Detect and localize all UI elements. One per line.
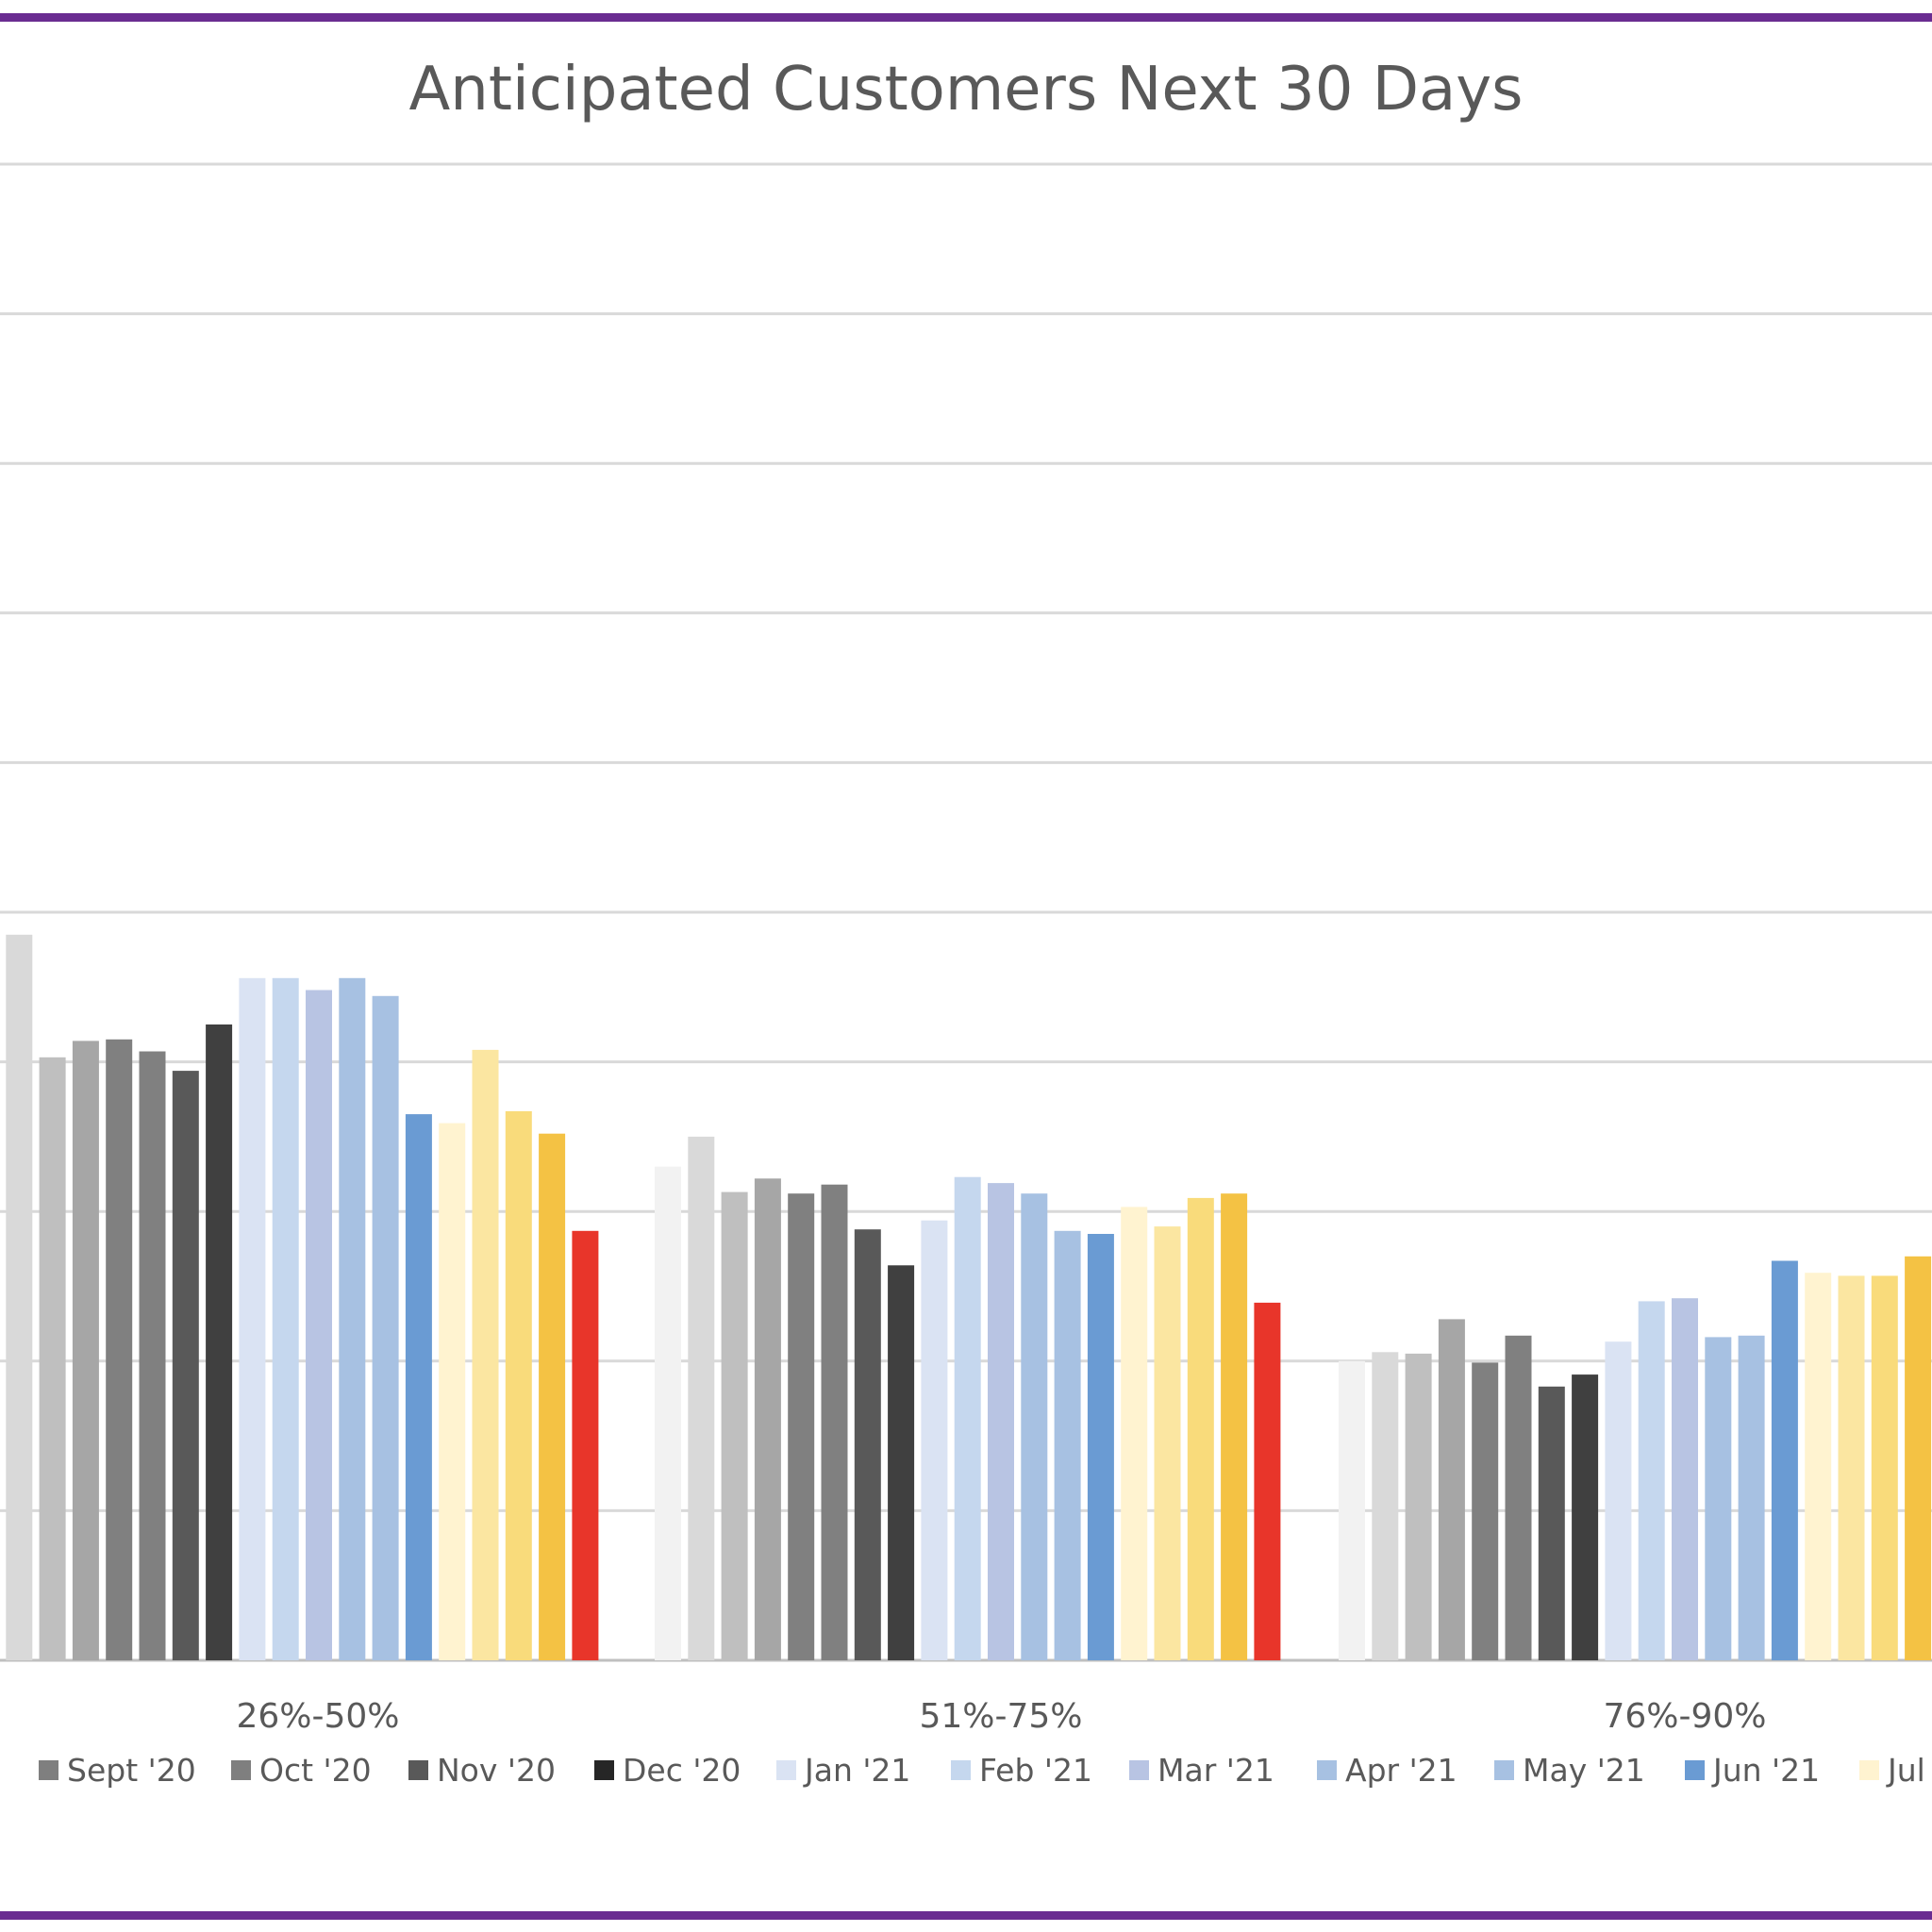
bar — [788, 1193, 815, 1660]
legend-swatch — [776, 1760, 796, 1780]
bar — [1838, 1275, 1865, 1660]
legend-label: Mar '21 — [1158, 1752, 1274, 1789]
bar — [921, 1220, 948, 1660]
bar — [1605, 1341, 1632, 1660]
legend-swatch — [594, 1760, 614, 1780]
bar — [1705, 1337, 1732, 1660]
bar — [1121, 1207, 1148, 1660]
bar — [1805, 1273, 1832, 1660]
legend-swatch — [408, 1760, 428, 1780]
bar — [1154, 1226, 1181, 1660]
bar — [1572, 1374, 1599, 1660]
bar — [1221, 1193, 1248, 1660]
bar — [1254, 1302, 1281, 1660]
bar — [106, 1039, 133, 1660]
bar — [72, 1041, 99, 1660]
bar — [1672, 1298, 1698, 1660]
bar — [139, 1051, 166, 1660]
bar — [439, 1123, 466, 1660]
legend-swatch — [1129, 1760, 1149, 1780]
category-labels: 26%-50% 51%-75% 76%-90% — [236, 1697, 1766, 1736]
legend-label: Feb '21 — [979, 1752, 1092, 1789]
bar — [688, 1136, 715, 1660]
legend-label: Jun '21 — [1711, 1752, 1820, 1789]
bar — [1638, 1301, 1665, 1660]
bar — [1021, 1193, 1048, 1660]
bar — [1372, 1352, 1399, 1660]
category-label: 76%-90% — [1603, 1697, 1766, 1736]
bar — [988, 1183, 1014, 1660]
bar — [272, 977, 299, 1660]
legend: Sept '20 Oct '20 Nov '20 Dec '20 Jan '21 Feb … — [39, 1752, 1925, 1789]
legend-label: Apr '21 — [1345, 1752, 1457, 1789]
legend-swatch — [39, 1760, 58, 1780]
bar — [1054, 1230, 1081, 1660]
legend-swatch — [1494, 1760, 1514, 1780]
bar — [754, 1178, 781, 1660]
bar — [472, 1049, 499, 1660]
bottom-border — [0, 1911, 1932, 1920]
bar — [1505, 1335, 1532, 1660]
legend-swatch — [1859, 1760, 1879, 1780]
bar — [954, 1176, 981, 1660]
bar — [1187, 1197, 1214, 1660]
bar — [1087, 1234, 1114, 1660]
bar — [505, 1110, 532, 1660]
bar — [1871, 1275, 1898, 1660]
bar — [1905, 1256, 1932, 1660]
bar — [39, 1057, 66, 1660]
bar — [239, 977, 266, 1660]
bar — [539, 1133, 566, 1660]
bar — [1538, 1386, 1565, 1660]
bar — [1472, 1362, 1499, 1660]
bar — [306, 990, 332, 1660]
legend-label: Jan '21 — [803, 1752, 910, 1789]
legend-label: Dec '20 — [623, 1752, 741, 1789]
category-label: 51%-75% — [919, 1697, 1082, 1736]
legend-label: Jul — [1886, 1752, 1925, 1789]
legend-label: Sept '20 — [67, 1752, 196, 1789]
bar — [1405, 1353, 1432, 1660]
legend-swatch — [231, 1760, 251, 1780]
bar — [655, 1166, 681, 1660]
bar — [172, 1071, 199, 1660]
bar — [721, 1191, 748, 1660]
bar — [888, 1265, 915, 1660]
bar — [6, 934, 33, 1660]
bar — [572, 1230, 599, 1660]
bar — [372, 995, 399, 1660]
bar — [1771, 1260, 1798, 1660]
bars — [6, 934, 1932, 1660]
top-border — [0, 13, 1932, 22]
bar — [821, 1184, 848, 1660]
bar — [405, 1114, 432, 1660]
chart-title: Anticipated Customers Next 30 Days — [408, 55, 1524, 125]
legend-label: Oct '20 — [259, 1752, 372, 1789]
legend-label: Nov '20 — [437, 1752, 556, 1789]
legend-swatch — [951, 1760, 971, 1780]
legend-label: May '21 — [1523, 1752, 1645, 1789]
bar — [1339, 1360, 1365, 1660]
legend-swatch — [1317, 1760, 1337, 1780]
bar — [339, 977, 366, 1660]
legend-swatch — [1685, 1760, 1705, 1780]
bar — [854, 1229, 881, 1660]
bar — [1738, 1335, 1765, 1660]
category-label: 26%-50% — [236, 1697, 399, 1736]
bar — [206, 1024, 233, 1660]
bar — [1438, 1319, 1465, 1660]
